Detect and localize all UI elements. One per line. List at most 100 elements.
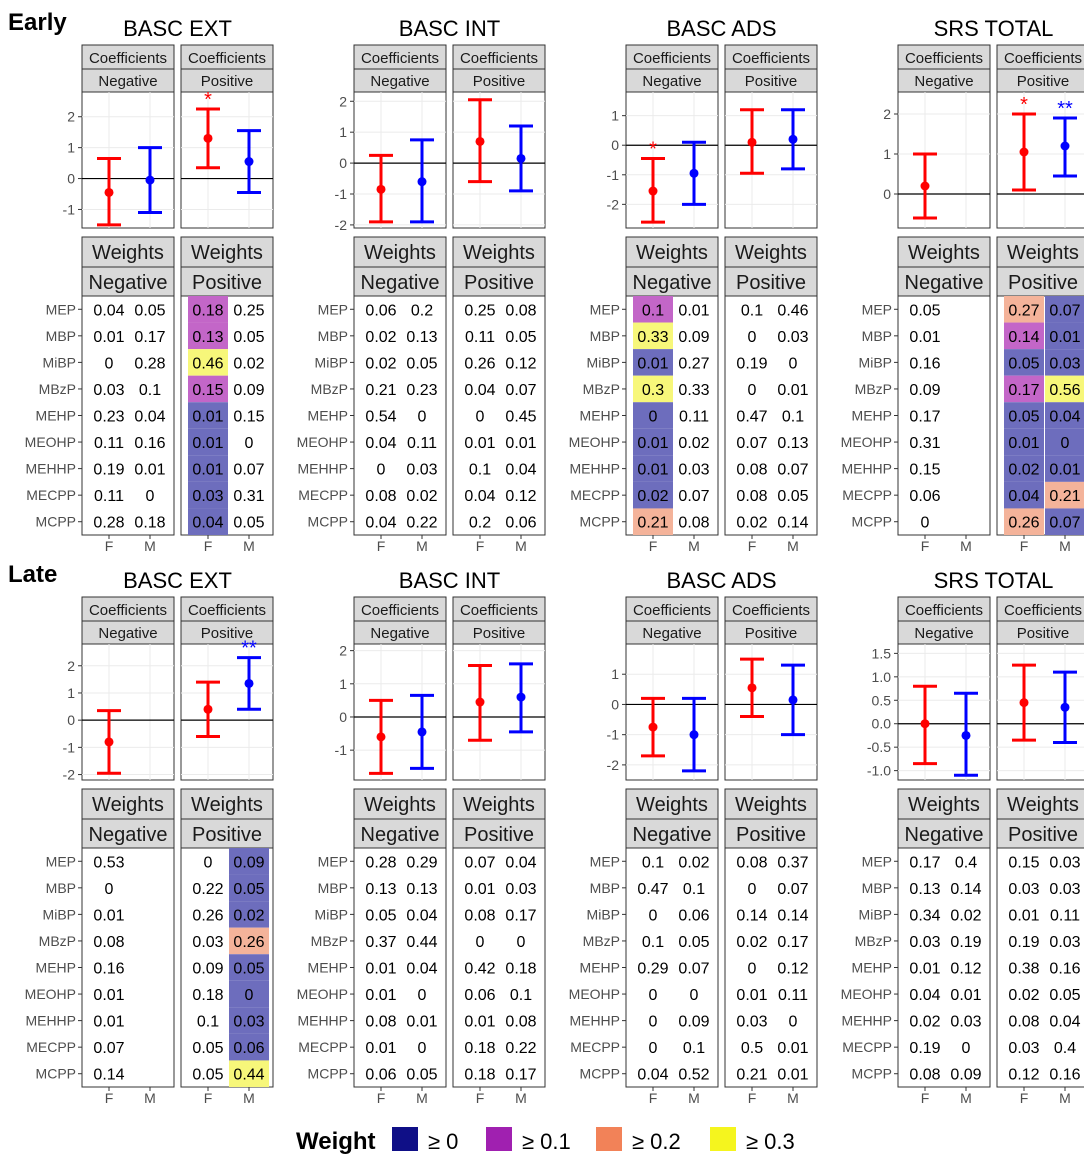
weight-value-M: 0.13 <box>406 881 437 898</box>
weight-value-M: 0.02 <box>678 854 709 871</box>
weight-value-M: 0 <box>789 355 798 372</box>
y-tick-label: 0.0 <box>872 716 892 732</box>
coef-plot-area <box>625 643 719 781</box>
significance-mark-F: * <box>1020 94 1028 116</box>
chemical-label: MEOHP <box>569 434 620 450</box>
weight-value-M: 0.29 <box>406 854 437 871</box>
weight-value-M: 0.09 <box>678 1014 709 1031</box>
weight-value-M: 0.05 <box>134 302 165 319</box>
weight-value-F: 0.31 <box>909 435 940 452</box>
weight-heat-cell-F <box>188 375 228 403</box>
weights-facet-strip <box>180 266 274 297</box>
weight-heat-cell-M <box>1045 455 1084 482</box>
weight-value-M: 0.13 <box>777 435 808 452</box>
weights-facet-label: Positive <box>1008 272 1078 294</box>
legend-swatch <box>392 1127 418 1151</box>
weight-value-M: 0.11 <box>407 435 437 452</box>
weight-heat-cell-F <box>633 508 673 535</box>
weight-value-F: 0.02 <box>365 329 396 346</box>
weights-facet-strip <box>353 818 447 849</box>
weight-value-M: 0.05 <box>233 515 264 532</box>
weight-value-M: 0.01 <box>950 987 981 1004</box>
weight-heat-cell-M <box>1045 481 1084 509</box>
estimate-point-M <box>516 692 526 702</box>
chemical-label: MEOHP <box>297 434 348 450</box>
weight-heat-cell-F <box>1004 322 1044 350</box>
weight-value-M: 0 <box>962 1040 971 1057</box>
weight-value-M: 0.07 <box>678 488 709 505</box>
coef-plot-area <box>724 91 818 229</box>
x-tick-label-M: M <box>960 1090 972 1106</box>
panel-title: BASC ADS <box>666 568 776 593</box>
weight-value-F: 0.21 <box>365 382 396 399</box>
weight-heat-cell-M <box>229 980 269 1008</box>
weight-value-M: 0.07 <box>1049 515 1080 532</box>
weight-value-F: 0.01 <box>464 881 495 898</box>
estimate-point-F <box>747 683 757 693</box>
chemical-label: MBP <box>46 880 76 896</box>
coef-strip-top <box>625 44 719 70</box>
weight-value-F: 0.42 <box>464 961 495 978</box>
weight-heat-cell-F <box>1004 349 1044 376</box>
coef-strip-label: Coefficients <box>905 602 983 619</box>
coef-plot-area <box>897 91 991 229</box>
weight-value-F: 0.1 <box>642 934 664 951</box>
coef-plot-area <box>353 643 447 781</box>
weights-strip-label: Weights <box>364 794 436 816</box>
weight-heat-cell-F <box>1004 481 1044 509</box>
x-tick-label-M: M <box>515 538 527 554</box>
weight-heat-cell-F <box>1004 375 1044 403</box>
y-tick-label: 1 <box>611 108 619 124</box>
x-tick-label-M: M <box>1059 1090 1071 1106</box>
y-tick-label: 1 <box>339 676 347 692</box>
weight-value-M: 0.08 <box>678 515 709 532</box>
weight-value-F: 0.08 <box>365 1014 396 1031</box>
weight-value-M: 0.18 <box>134 515 165 532</box>
chemical-label: MBP <box>862 328 892 344</box>
panel-title: BASC EXT <box>123 16 232 41</box>
chemical-label: MEHHP <box>569 1013 620 1029</box>
chemical-label: MiBP <box>315 906 348 922</box>
chemical-label: MBzP <box>311 933 348 949</box>
coef-strip-label: Coefficients <box>460 50 538 67</box>
weights-table-area <box>996 847 1084 1088</box>
estimate-point-M <box>689 168 699 178</box>
weight-value-F: 0.1 <box>469 462 491 479</box>
chemical-label: MBzP <box>39 933 76 949</box>
weight-heat-cell-M <box>1045 296 1084 323</box>
estimate-point-M <box>417 727 427 737</box>
coef-plot-area <box>81 643 175 781</box>
weights-table-area <box>625 847 719 1088</box>
significance-mark-F: * <box>649 139 657 161</box>
chemical-label: MiBP <box>43 906 76 922</box>
weight-value-M: 0 <box>245 987 254 1004</box>
chemical-label: MBzP <box>855 381 892 397</box>
weights-facet-label: Negative <box>89 824 168 846</box>
weight-heat-cell-M <box>229 954 269 981</box>
weight-value-M: 0.09 <box>233 382 264 399</box>
y-tick-label: 0.5 <box>872 692 892 708</box>
weight-heat-cell-M <box>229 927 269 955</box>
weight-heat-cell-F <box>633 375 673 403</box>
coef-plot-area <box>452 91 546 229</box>
weight-heat-cell-F <box>188 402 228 429</box>
weight-value-F: 0 <box>649 987 658 1004</box>
chemical-label: MCPP <box>580 514 620 530</box>
panel-title: SRS TOTAL <box>934 568 1054 593</box>
weights-strip-label: Weights <box>908 242 980 264</box>
x-tick-label-F: F <box>377 1090 386 1106</box>
weights-table-area <box>897 295 991 536</box>
coef-facet-label: Negative <box>370 625 429 642</box>
weight-value-F: 0.01 <box>365 987 396 1004</box>
weight-value-M: 0.06 <box>678 907 709 924</box>
legend-swatch <box>486 1127 512 1151</box>
weights-facet-strip <box>452 818 546 849</box>
weights-facet-strip <box>897 818 991 849</box>
weights-table-area <box>81 295 175 536</box>
estimate-point-M <box>689 730 699 740</box>
weights-strip-label: Weights <box>92 242 164 264</box>
weight-heat-cell-F <box>633 455 673 482</box>
coef-strip-top <box>81 596 175 622</box>
weights-strip-top <box>996 788 1084 820</box>
chemical-label: MCPP <box>36 514 76 530</box>
